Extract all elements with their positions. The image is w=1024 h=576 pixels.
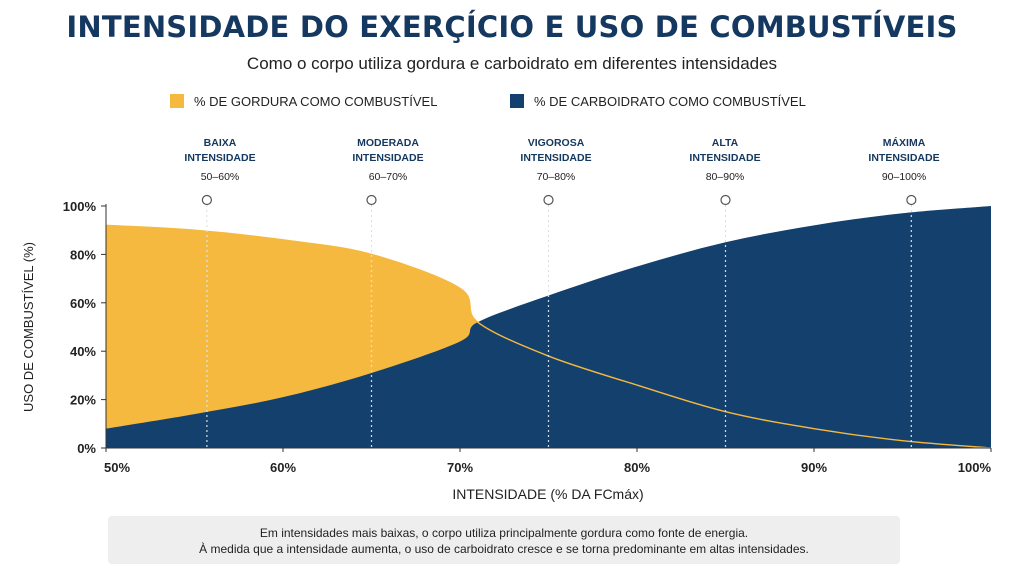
zone-marker-circle (201, 194, 212, 206)
x-tick-label: 80% (624, 460, 650, 475)
zone-label-vigorosa: VIGOROSA INTENSIDADE 70–80% (486, 136, 626, 185)
zone-range: 50–60% (200, 171, 240, 183)
zone-name-sub: INTENSIDADE (689, 152, 761, 164)
zone-range: 60–70% (368, 171, 408, 183)
zone-name: BAIXA (203, 137, 237, 149)
legend-item-carb: % DE CARBOIDRATO COMO COMBUSTÍVEL (510, 93, 806, 109)
zone-name: VIGOROSA (527, 137, 585, 149)
axes: USO DE COMBUSTÍVEL (%) INTENSIDADE (% DA… (21, 199, 992, 502)
legend-swatch-fat (170, 94, 184, 108)
zone-label-alta: ALTA INTENSIDADE 80–90% (655, 136, 795, 185)
zone-range: 80–90% (705, 171, 745, 183)
y-tick-label: 80% (70, 247, 96, 262)
chart-subtitle: Como o corpo utiliza gordura e carboidra… (246, 54, 778, 73)
plot-area (105, 194, 992, 449)
zone-name: MODERADA (357, 137, 419, 149)
zone-marker-circle (366, 194, 377, 206)
zone-name-sub: INTENSIDADE (184, 152, 256, 164)
x-tick-label: 50% (104, 460, 130, 475)
y-tick-label: 0% (77, 441, 96, 456)
x-tick-label: 60% (270, 460, 296, 475)
x-axis-label: INTENSIDADE (% DA FCmáx) (452, 486, 643, 502)
zone-marker-circle (543, 194, 554, 206)
y-tick-label: 40% (70, 344, 96, 359)
zone-range: 70–80% (536, 171, 576, 183)
y-tick-label: 100% (63, 199, 97, 214)
legend-swatch-carb (510, 94, 524, 108)
zone-marker-circle (720, 194, 731, 206)
footer-line-1: Em intensidades mais baixas, o corpo uti… (259, 526, 749, 540)
y-tick-label: 20% (70, 393, 96, 408)
x-tick-label: 70% (447, 460, 473, 475)
chart-title: INTENSIDADE DO EXERÇÍCIO E USO DE COMBUS… (66, 10, 958, 44)
legend-item-fat: % DE GORDURA COMO COMBUSTÍVEL (170, 93, 437, 109)
y-axis-label: USO DE COMBUSTÍVEL (%) (21, 242, 36, 412)
zone-name-sub: INTENSIDADE (520, 152, 592, 164)
zone-label-moderada: MODERADA INTENSIDADE 60–70% (318, 136, 458, 185)
y-tick-label: 60% (70, 296, 96, 311)
zone-range: 90–100% (881, 171, 927, 183)
zone-marker-circle (906, 194, 917, 206)
footer-note: Em intensidades mais baixas, o corpo uti… (108, 516, 900, 564)
zone-name: ALTA (711, 137, 739, 149)
x-tick-label: 100% (958, 460, 992, 475)
zone-label-maxima: MÁXIMA INTENSIDADE 90–100% (834, 136, 974, 185)
zone-name: MÁXIMA (882, 137, 926, 149)
series-line-fat (105, 224, 992, 449)
x-tick-label: 90% (801, 460, 827, 475)
footer-line-2: À medida que a intensidade aumenta, o us… (199, 542, 809, 556)
legend-label-carb: % DE CARBOIDRATO COMO COMBUSTÍVEL (534, 93, 806, 109)
zone-name-sub: INTENSIDADE (868, 152, 940, 164)
zone-label-baixa: BAIXA INTENSIDADE 50–60% (150, 136, 290, 185)
legend-label-fat: % DE GORDURA COMO COMBUSTÍVEL (194, 93, 438, 109)
zone-name-sub: INTENSIDADE (352, 152, 424, 164)
